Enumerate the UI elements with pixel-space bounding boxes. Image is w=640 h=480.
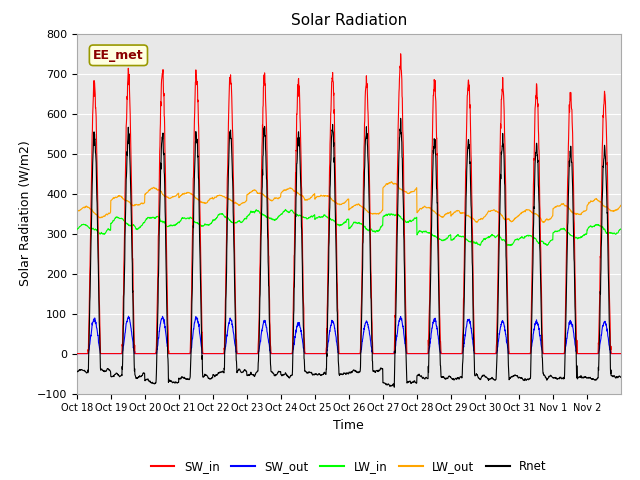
- Text: EE_met: EE_met: [93, 49, 144, 62]
- Title: Solar Radiation: Solar Radiation: [291, 13, 407, 28]
- Y-axis label: Solar Radiation (W/m2): Solar Radiation (W/m2): [18, 141, 31, 287]
- X-axis label: Time: Time: [333, 419, 364, 432]
- Legend: SW_in, SW_out, LW_in, LW_out, Rnet: SW_in, SW_out, LW_in, LW_out, Rnet: [146, 455, 552, 478]
